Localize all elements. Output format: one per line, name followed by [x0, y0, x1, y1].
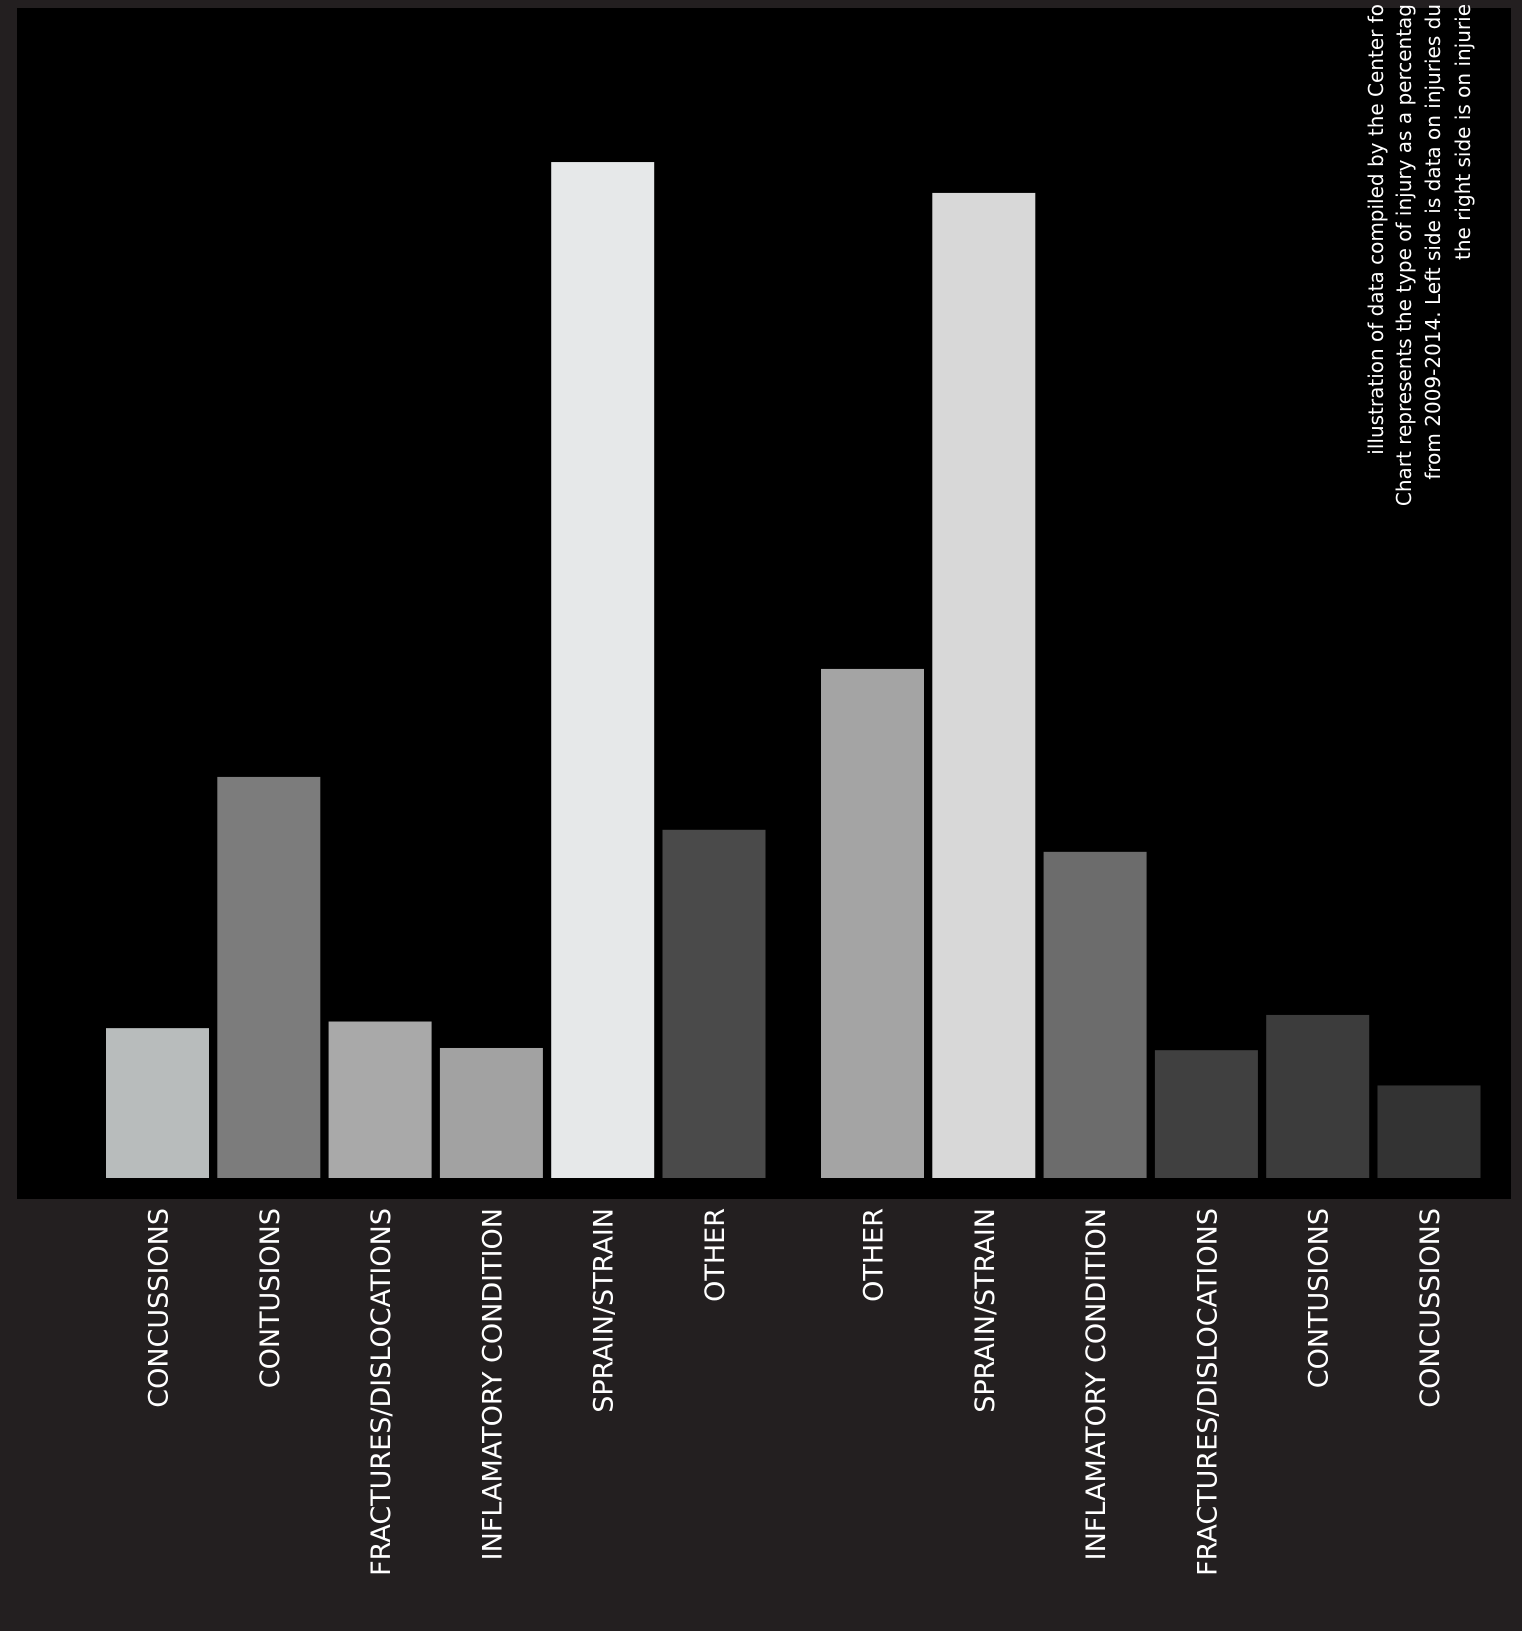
- x-tick-label: FRACTURES/DISLOCATIONS: [366, 1208, 397, 1576]
- bar: [1377, 1085, 1481, 1178]
- annotation-line: Chart represents the type of injury as a…: [1392, 4, 1416, 506]
- annotation-line: from 2009-2014. Left side is data on inj…: [1421, 4, 1445, 480]
- x-tick-label: CONCUSSIONS: [1415, 1208, 1446, 1408]
- bar: [1266, 1014, 1370, 1178]
- bar: [821, 668, 924, 1178]
- x-tick-label: FRACTURES/DISLOCATIONS: [1192, 1208, 1223, 1576]
- bar: [217, 776, 321, 1178]
- bar: [1154, 1050, 1258, 1178]
- x-tick-label: SPRAIN/STRAIN: [589, 1208, 620, 1413]
- x-tick-label: OTHER: [700, 1208, 731, 1302]
- x-tick-label: INFLAMATORY CONDITION: [477, 1208, 508, 1560]
- bar: [328, 1021, 432, 1178]
- bar: [932, 192, 1036, 1178]
- bar: [662, 829, 766, 1178]
- x-tick-label: CONTUSIONS: [255, 1208, 286, 1388]
- annotation-line: the right side is on injurie: [1451, 4, 1475, 260]
- x-tick-label: CONCUSSIONS: [144, 1208, 175, 1408]
- annotation-line: illustration of data compiled by the Cen…: [1364, 4, 1388, 455]
- bar: [106, 1028, 209, 1178]
- x-tick-label: SPRAIN/STRAIN: [970, 1208, 1001, 1413]
- bar: [1043, 851, 1147, 1178]
- x-tick-label: INFLAMATORY CONDITION: [1081, 1208, 1112, 1560]
- x-tick-label: CONTUSIONS: [1304, 1208, 1335, 1388]
- bar: [551, 162, 655, 1179]
- x-tick-label: OTHER: [859, 1208, 890, 1302]
- bar: [439, 1047, 543, 1178]
